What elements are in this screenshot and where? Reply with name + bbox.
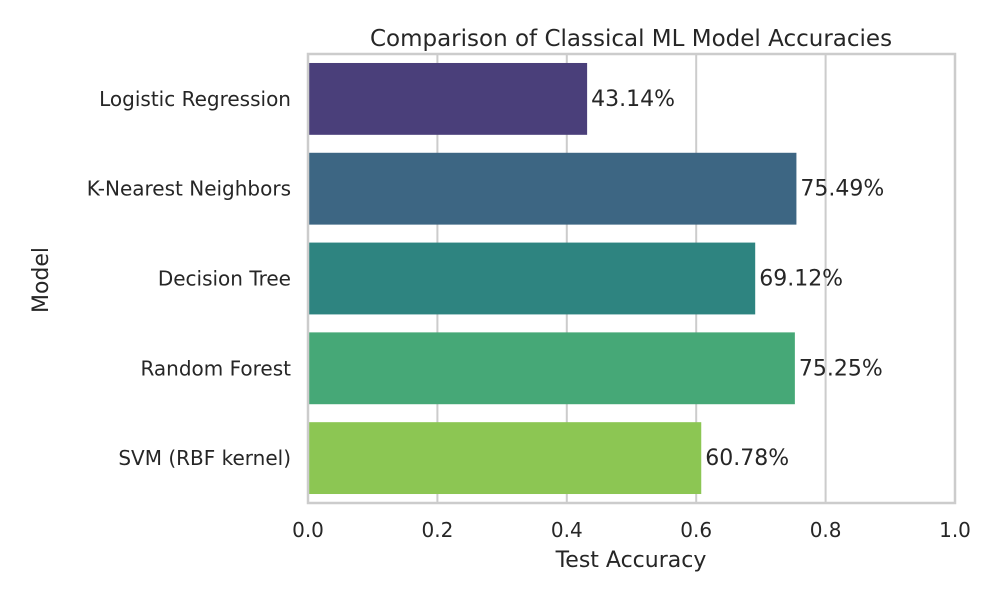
chart-title: Comparison of Classical ML Model Accurac… <box>370 26 892 52</box>
bar <box>309 242 756 315</box>
y-tick-label: Decision Tree <box>158 267 291 291</box>
y-tick-label: SVM (RBF kernel) <box>118 446 291 470</box>
bar <box>309 62 588 135</box>
x-tick-label: 0.2 <box>421 518 453 542</box>
y-tick-label: Random Forest <box>140 356 291 380</box>
data-labels: 43.14% 75.49% 69.12% 75.25% 60.78% <box>591 87 884 471</box>
data-label: 60.78% <box>705 446 789 471</box>
x-ticks: 0.0 0.2 0.4 0.6 0.8 1.0 <box>292 518 971 542</box>
y-axis-label: Model <box>29 247 54 313</box>
y-tick-label: K-Nearest Neighbors <box>87 177 291 201</box>
x-tick-label: 0.0 <box>292 518 324 542</box>
x-tick-label: 0.6 <box>680 518 712 542</box>
x-tick-label: 0.8 <box>810 518 842 542</box>
bar <box>309 422 702 495</box>
y-category-labels: Logistic Regression K-Nearest Neighbors De… <box>87 87 291 470</box>
bar <box>309 152 797 225</box>
x-axis-label: Test Accuracy <box>555 548 707 573</box>
data-label: 75.49% <box>800 177 884 202</box>
y-tick-label: Logistic Regression <box>99 87 291 111</box>
x-tick-label: 0.4 <box>551 518 583 542</box>
data-label: 43.14% <box>591 87 675 112</box>
plot-frame <box>306 52 957 505</box>
bar <box>309 332 795 405</box>
data-label: 69.12% <box>759 267 843 292</box>
data-label: 75.25% <box>799 356 883 381</box>
x-tick-label: 1.0 <box>939 518 971 542</box>
bars <box>309 62 797 495</box>
